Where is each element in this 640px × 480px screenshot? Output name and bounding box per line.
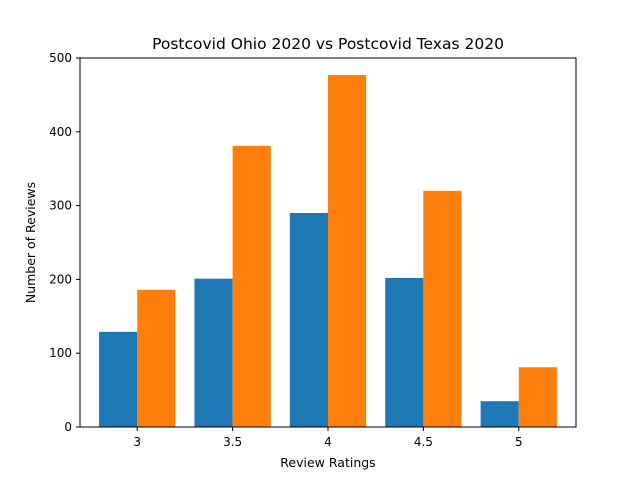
x-tick-label: 3	[133, 435, 141, 449]
bar-series-2-3	[137, 289, 176, 427]
bar-series-1-4	[289, 212, 328, 427]
y-tick-label: 100	[49, 346, 72, 360]
chart-title: Postcovid Ohio 2020 vs Postcovid Texas 2…	[152, 35, 504, 53]
x-axis-ticks: 3 3.5 4 4.5 5	[133, 427, 523, 449]
bar-series-2-5	[518, 367, 557, 427]
x-tick-label: 4	[324, 435, 332, 449]
bar-series-1-5	[480, 401, 519, 427]
bars-group	[99, 74, 557, 427]
x-axis-label: Review Ratings	[280, 455, 375, 470]
bar-series-1-4.5	[385, 277, 424, 427]
y-tick-label: 300	[49, 199, 72, 213]
bar-series-1-3	[99, 331, 138, 427]
y-axis-label: Number of Reviews	[23, 182, 38, 303]
bar-series-2-3.5	[232, 145, 271, 427]
x-tick-label: 5	[515, 435, 523, 449]
bar-series-2-4.5	[423, 190, 462, 427]
y-tick-label: 500	[49, 51, 72, 65]
bar-series-1-3.5	[194, 278, 233, 427]
x-tick-label: 3.5	[223, 435, 242, 449]
y-tick-label: 0	[64, 420, 72, 434]
bar-series-2-4	[328, 74, 367, 427]
y-tick-label: 400	[49, 125, 72, 139]
x-tick-label: 4.5	[414, 435, 433, 449]
y-tick-label: 200	[49, 272, 72, 286]
y-axis-ticks: 0 100 200 300 400 500	[49, 51, 80, 434]
